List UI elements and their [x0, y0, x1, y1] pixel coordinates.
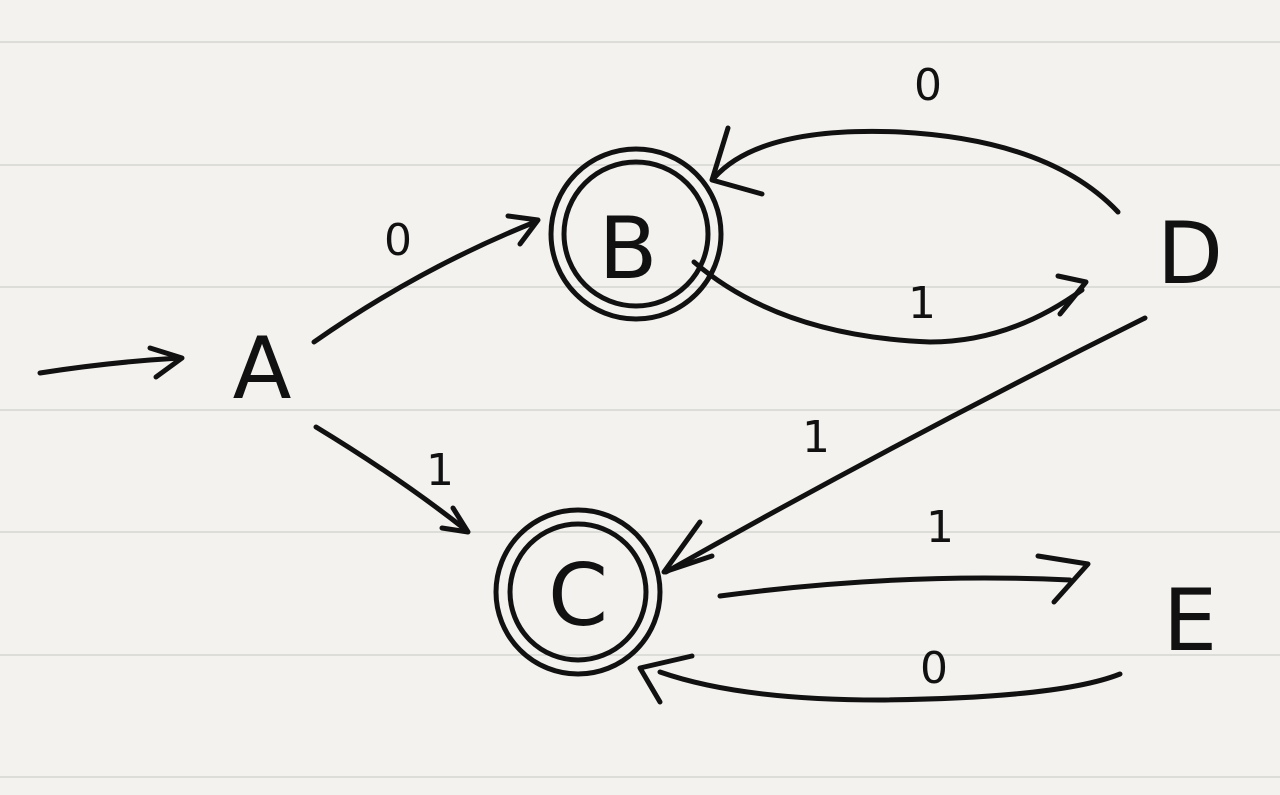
label-a-to-b: 0 — [384, 215, 412, 266]
state-c-rings — [493, 507, 663, 677]
start-arrow — [37, 345, 185, 380]
transition-d-to-b — [709, 125, 1121, 215]
label-c-to-e: 1 — [926, 502, 954, 553]
ruled-lines — [0, 41, 1280, 778]
transition-e-to-c — [637, 653, 1123, 705]
state-label-d: D — [1157, 204, 1223, 304]
state-label-a: A — [233, 319, 292, 419]
transition-a-to-b — [311, 213, 541, 345]
label-d-to-b: 0 — [914, 60, 942, 111]
state-b-rings — [548, 146, 724, 322]
transition-c-to-e — [717, 553, 1091, 605]
transition-a-to-c — [313, 424, 471, 535]
label-b-to-d: 1 — [908, 278, 936, 329]
state-label-b: B — [599, 199, 658, 299]
transition-d-to-c — [661, 315, 1148, 575]
state-label-e: E — [1163, 571, 1217, 671]
label-a-to-c: 1 — [426, 445, 454, 496]
label-e-to-c: 0 — [920, 643, 948, 694]
label-d-to-c: 1 — [802, 412, 830, 463]
transition-b-to-d — [691, 259, 1089, 345]
state-label-c: C — [548, 546, 608, 646]
